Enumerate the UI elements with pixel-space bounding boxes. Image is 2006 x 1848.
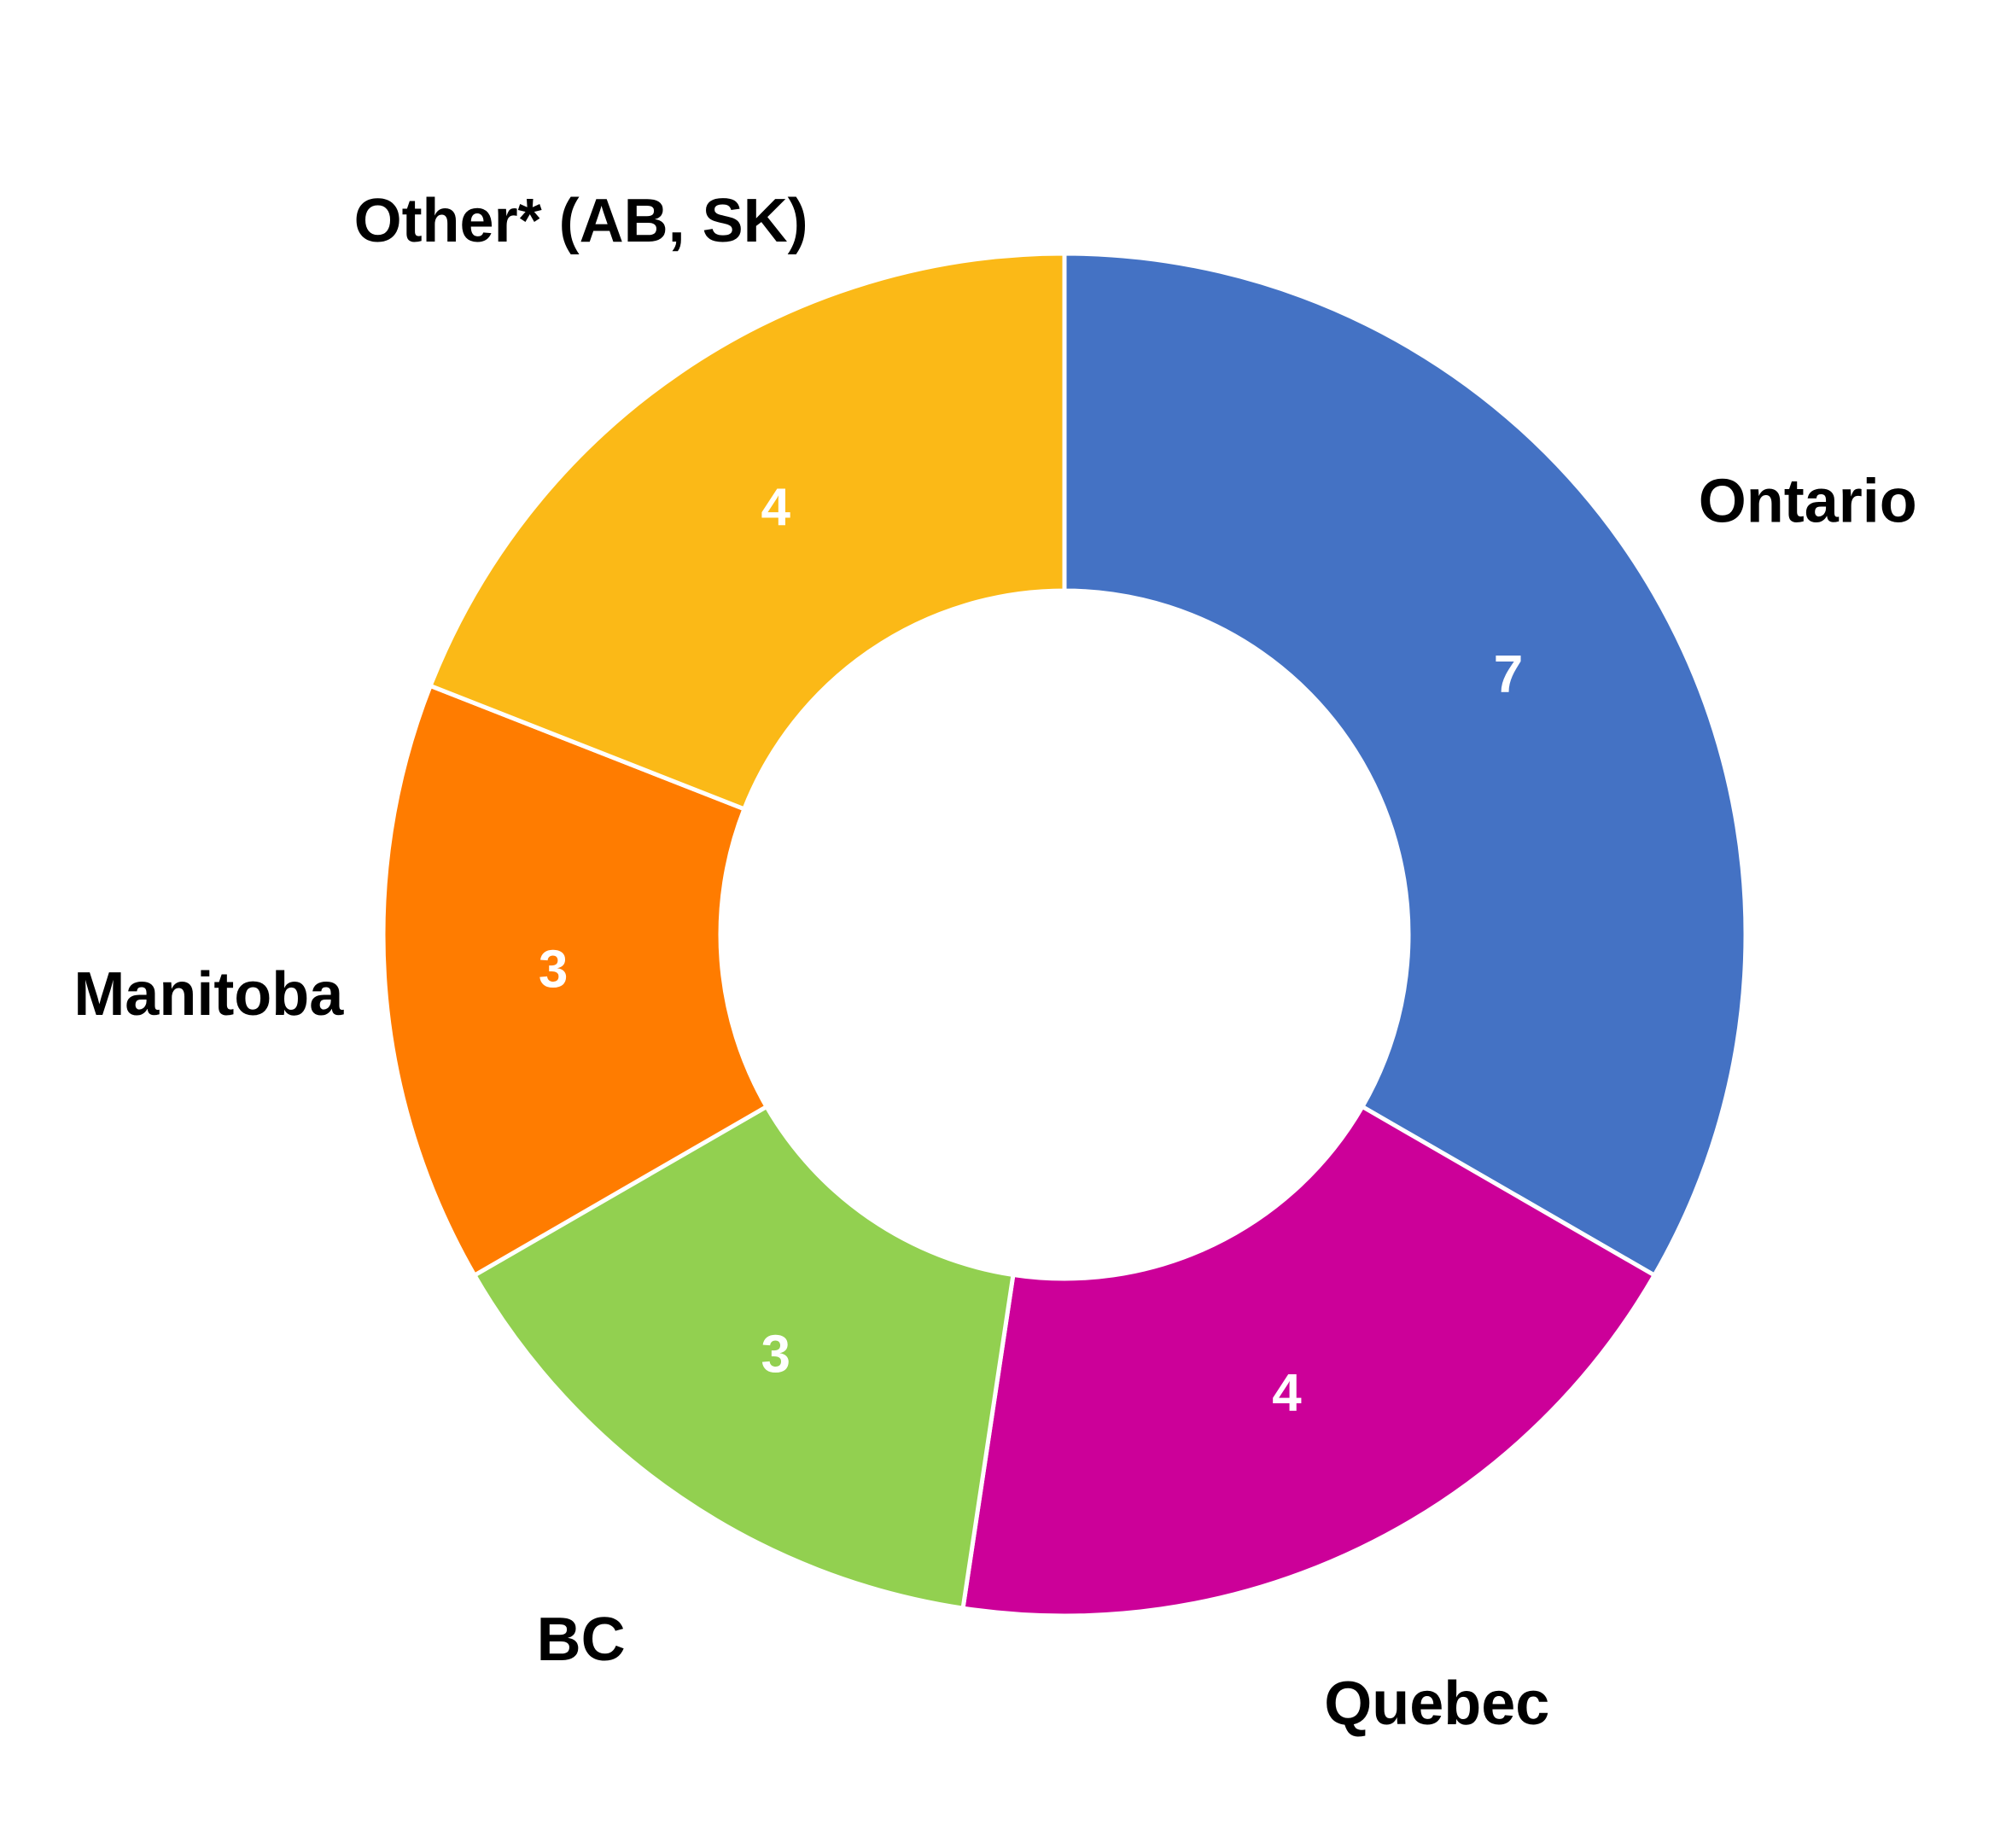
category-label: Manitoba <box>73 960 344 1029</box>
category-label: Ontario <box>1699 467 1917 535</box>
value-label: 7 <box>1494 645 1523 704</box>
value-label: 4 <box>761 478 790 537</box>
value-label: 4 <box>1272 1363 1302 1422</box>
category-label: BC <box>537 1606 626 1674</box>
value-label: 3 <box>761 1326 790 1385</box>
donut-slice <box>960 1104 1658 1618</box>
category-label: Other* (AB, SK) <box>354 187 808 255</box>
donut-slice <box>1062 251 1748 1279</box>
donut-slice <box>381 683 770 1279</box>
value-label: 3 <box>539 940 568 999</box>
donut-slice <box>471 1104 1016 1611</box>
category-label: Quebec <box>1324 1670 1549 1738</box>
donut-slice <box>427 251 1067 813</box>
